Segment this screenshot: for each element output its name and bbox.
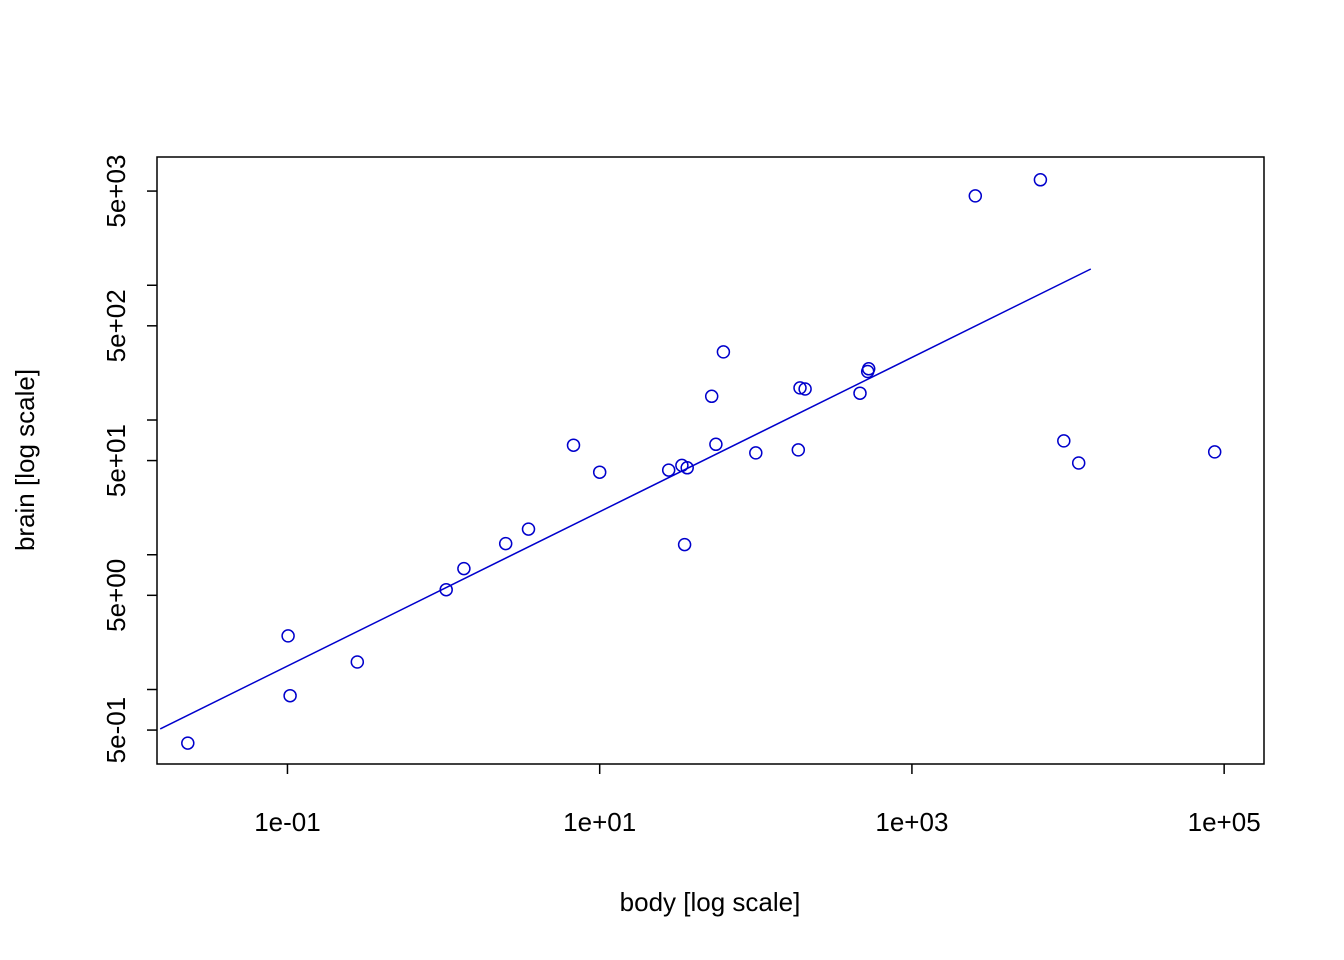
- x-tick-label: 1e+05: [1188, 807, 1261, 837]
- x-tick-label: 1e+01: [563, 807, 636, 837]
- data-point: [860, 364, 875, 379]
- data-points-layer: [181, 173, 1222, 750]
- data-point: [661, 463, 676, 477]
- y-tick-label: 5e+02: [101, 289, 131, 362]
- data-point: [281, 629, 295, 643]
- x-tick-label: 1e-01: [254, 807, 321, 837]
- y-axis-label: brain [log scale]: [10, 369, 40, 551]
- data-point: [709, 437, 723, 452]
- data-point: [283, 688, 297, 703]
- data-point: [498, 536, 513, 551]
- data-point: [566, 438, 581, 452]
- fit-line-layer: [159, 268, 1092, 730]
- data-point: [457, 561, 471, 576]
- data-point: [439, 582, 453, 597]
- y-tick-label: 5e-01: [101, 697, 131, 764]
- data-point: [675, 458, 689, 473]
- data-point: [350, 655, 365, 669]
- data-point: [677, 537, 692, 552]
- y-tick-label: 5e+03: [101, 155, 131, 228]
- data-point: [793, 381, 807, 395]
- data-point: [716, 345, 731, 359]
- data-point: [853, 386, 867, 400]
- x-axis-label: body [log scale]: [620, 887, 801, 917]
- y-axis: 5e-01 5e+00 5e+01 5e+02 5e+03: [101, 155, 157, 764]
- data-point: [791, 443, 806, 457]
- y-tick-label: 5e+00: [101, 559, 131, 632]
- data-point: [1207, 445, 1222, 459]
- x-axis: 1e-01 1e+01 1e+03 1e+05: [254, 764, 1261, 837]
- data-point: [749, 446, 763, 460]
- plot-frame: [156, 156, 1265, 765]
- data-point: [1033, 173, 1048, 187]
- data-point: [1057, 434, 1071, 448]
- data-point: [181, 736, 195, 750]
- data-point: [1071, 456, 1086, 470]
- data-point: [968, 189, 983, 203]
- regression-line: [159, 268, 1092, 730]
- data-point: [521, 522, 536, 536]
- data-point: [798, 382, 812, 396]
- x-tick-label: 1e+03: [875, 807, 948, 837]
- y-tick-label: 5e+01: [101, 424, 131, 497]
- data-point: [592, 465, 607, 479]
- data-point: [704, 389, 719, 404]
